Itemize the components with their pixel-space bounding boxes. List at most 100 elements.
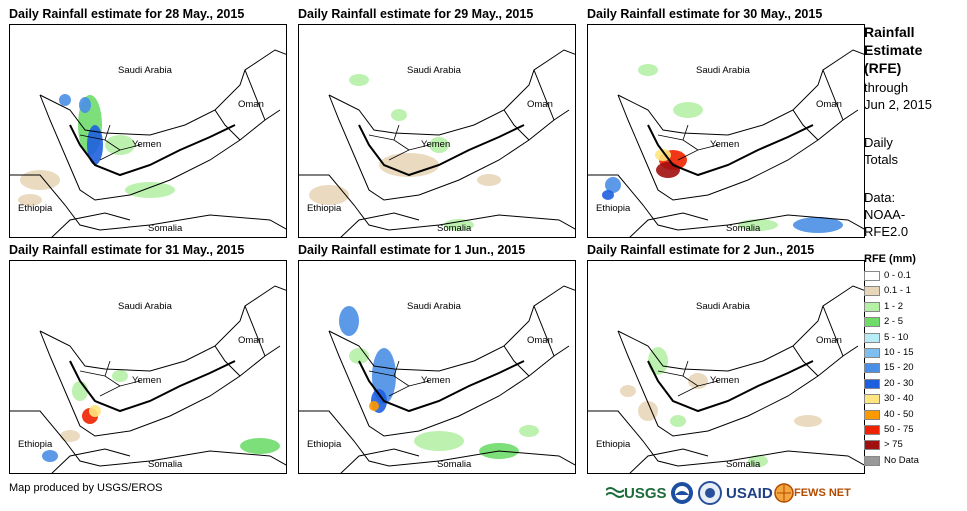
label-ethiopia: Ethiopia	[307, 203, 342, 214]
rainfall-map: Saudi Arabia Oman Yemen Ethiopia Somalia	[298, 260, 576, 474]
sidebar-data-source-1: NOAA-	[864, 207, 906, 222]
governorate-border	[79, 360, 141, 397]
rain-area	[42, 450, 58, 462]
sidebar-date: Jun 2, 2015	[864, 97, 932, 112]
yemen-border	[358, 360, 525, 413]
label-oman: Oman	[238, 99, 264, 110]
map-panel-1-jun: Daily Rainfall estimate for 1 Jun., 2015…	[298, 243, 588, 483]
rain-area	[112, 370, 128, 382]
rain-area	[72, 381, 88, 401]
rainfall-map: Saudi Arabia Oman Yemen Ethiopia Somalia	[9, 24, 287, 238]
country-border	[792, 69, 844, 141]
legend-item: 2 - 5	[864, 316, 964, 328]
label-oman: Oman	[527, 335, 553, 346]
yemen-border	[647, 124, 814, 177]
country-border	[503, 305, 555, 377]
label-somalia: Somalia	[437, 223, 472, 234]
legend-item: 40 - 50	[864, 409, 964, 421]
panel-title: Daily Rainfall estimate for 31 May., 201…	[9, 243, 245, 257]
label-somalia: Somalia	[726, 223, 761, 234]
country-border	[629, 448, 709, 473]
legend-label: No Data	[884, 454, 919, 466]
panel-title: Daily Rainfall estimate for 29 May., 201…	[298, 7, 534, 21]
rain-area	[519, 425, 539, 437]
legend-swatch	[864, 301, 880, 312]
legend-swatch	[864, 394, 880, 405]
map-panel-30-may: Daily Rainfall estimate for 30 May., 201…	[587, 7, 877, 247]
country-border	[328, 94, 570, 201]
country-border	[10, 410, 286, 467]
legend-item: 15 - 20	[864, 362, 964, 374]
sidebar-heading-2: Estimate	[864, 42, 923, 58]
governorate-border	[657, 360, 719, 397]
rain-area	[670, 415, 686, 427]
label-yemen: Yemen	[710, 139, 740, 150]
yemen-border	[647, 360, 814, 413]
country-border	[299, 410, 575, 467]
legend-swatch	[864, 348, 880, 358]
legend-item: 20 - 30	[864, 378, 964, 390]
legend-swatch	[864, 363, 880, 374]
rain-area	[125, 182, 175, 198]
legend-swatch	[864, 286, 880, 297]
label-oman: Oman	[238, 335, 264, 346]
country-border	[792, 305, 844, 377]
seal-logo	[698, 478, 722, 508]
map-panel-29-may: Daily Rainfall estimate for 29 May., 201…	[298, 7, 588, 247]
rain-area	[648, 347, 668, 375]
label-somalia: Somalia	[437, 459, 472, 470]
map-svg	[10, 285, 286, 473]
legend-item: 50 - 75	[864, 424, 964, 436]
fews-net-logo: FEWS NET	[774, 478, 851, 508]
country-border	[51, 212, 131, 237]
sidebar-data-label: Data:	[864, 190, 896, 205]
label-ethiopia: Ethiopia	[596, 203, 631, 214]
label-saudi-arabia: Saudi Arabia	[407, 65, 461, 76]
legend-item: 30 - 40	[864, 393, 964, 405]
country-border	[39, 49, 286, 136]
label-yemen: Yemen	[132, 375, 162, 386]
legend-label: 15 - 20	[884, 362, 914, 374]
rain-area	[369, 401, 379, 411]
sidebar-totals: Totals	[864, 152, 898, 167]
label-saudi-arabia: Saudi Arabia	[407, 301, 461, 312]
rain-area	[20, 170, 60, 190]
map-svg	[588, 49, 864, 237]
sidebar-heading-3: (RFE)	[864, 60, 902, 76]
governorate-border	[79, 124, 141, 161]
rainfall-map: Saudi Arabia Oman Yemen Ethiopia Somalia	[9, 260, 287, 474]
label-yemen: Yemen	[710, 375, 740, 386]
yemen-border	[358, 124, 525, 177]
country-border	[617, 285, 864, 372]
legend-swatch	[864, 317, 880, 328]
legend-label: 1 - 2	[884, 300, 904, 312]
rain-area	[414, 431, 464, 451]
usgs-logo-text: USGS	[624, 484, 667, 502]
rain-area	[59, 94, 71, 106]
country-border	[617, 94, 859, 201]
governorate-border	[657, 124, 719, 161]
country-border	[503, 69, 555, 141]
usaid-logo-text: USAID	[726, 484, 773, 502]
legend-label: 2 - 5	[884, 316, 904, 328]
rain-area	[240, 438, 280, 454]
yemen-border	[69, 360, 236, 413]
map-svg	[299, 285, 575, 473]
label-ethiopia: Ethiopia	[596, 439, 631, 450]
map-panel-28-may: Daily Rainfall estimate for 28 May., 201…	[9, 7, 299, 247]
legend-title: RFE (mm)	[864, 253, 916, 265]
rain-area	[605, 177, 621, 193]
rain-area	[18, 194, 42, 206]
legend-item: 1 - 2	[864, 301, 964, 313]
noaa-logo	[670, 478, 694, 508]
legend-label: 5 - 10	[884, 331, 909, 343]
legend-label: 40 - 50	[884, 408, 914, 420]
legend-item: No Data	[864, 455, 964, 467]
label-somalia: Somalia	[148, 223, 183, 234]
legend-swatch	[864, 378, 880, 389]
panel-title: Daily Rainfall estimate for 30 May., 201…	[587, 7, 823, 21]
country-border	[299, 174, 575, 231]
rain-area	[429, 137, 449, 153]
rain-area	[444, 219, 474, 231]
legend-label: 30 - 40	[884, 393, 914, 405]
